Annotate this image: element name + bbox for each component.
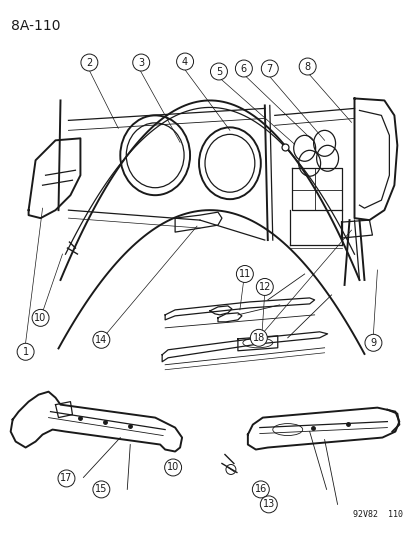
Circle shape bbox=[164, 459, 181, 476]
Text: 17: 17 bbox=[60, 473, 73, 483]
Circle shape bbox=[32, 309, 49, 326]
Circle shape bbox=[261, 60, 278, 77]
Circle shape bbox=[225, 464, 235, 474]
Text: 14: 14 bbox=[95, 335, 107, 345]
Text: 2: 2 bbox=[86, 58, 92, 68]
Text: 10: 10 bbox=[34, 313, 47, 323]
Circle shape bbox=[260, 496, 277, 513]
Circle shape bbox=[133, 54, 150, 71]
Text: 10: 10 bbox=[166, 463, 179, 472]
Circle shape bbox=[93, 481, 109, 498]
Text: 8A-110: 8A-110 bbox=[11, 19, 60, 33]
Text: 11: 11 bbox=[238, 269, 250, 279]
Circle shape bbox=[235, 60, 252, 77]
Circle shape bbox=[236, 265, 253, 282]
Text: 92V82  110: 92V82 110 bbox=[352, 510, 402, 519]
Circle shape bbox=[252, 481, 268, 498]
Circle shape bbox=[93, 332, 109, 348]
Text: 5: 5 bbox=[215, 67, 221, 77]
Text: 6: 6 bbox=[240, 63, 246, 74]
Text: 9: 9 bbox=[370, 338, 375, 348]
Text: 18: 18 bbox=[252, 333, 264, 343]
Text: 7: 7 bbox=[266, 63, 272, 74]
Circle shape bbox=[299, 58, 316, 75]
Text: 12: 12 bbox=[258, 282, 271, 292]
Circle shape bbox=[81, 54, 97, 71]
Circle shape bbox=[250, 329, 267, 346]
Circle shape bbox=[17, 343, 34, 360]
Text: 13: 13 bbox=[262, 499, 274, 510]
Circle shape bbox=[176, 53, 193, 70]
Text: 3: 3 bbox=[138, 58, 144, 68]
Text: 4: 4 bbox=[182, 56, 188, 67]
Text: 1: 1 bbox=[22, 347, 28, 357]
Circle shape bbox=[256, 278, 273, 295]
Circle shape bbox=[210, 63, 227, 80]
Circle shape bbox=[58, 470, 75, 487]
Circle shape bbox=[364, 334, 381, 351]
Text: 15: 15 bbox=[95, 484, 107, 495]
Text: 16: 16 bbox=[254, 484, 266, 495]
Text: 8: 8 bbox=[304, 61, 310, 71]
